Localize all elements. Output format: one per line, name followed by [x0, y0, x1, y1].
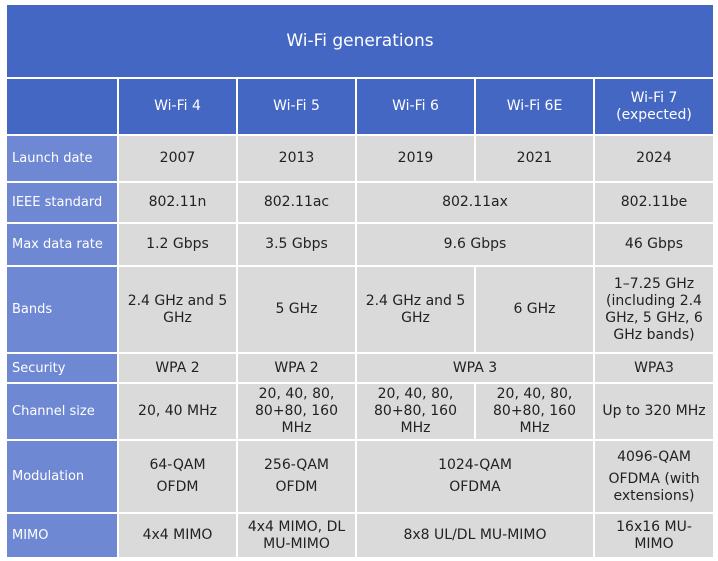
cell: 1024-QAM OFDMA	[355, 439, 595, 514]
cell: 16x16 MU-MIMO	[593, 512, 715, 559]
cell: 6 GHz	[474, 265, 595, 354]
data-row: Modulation 64-QAM OFDM 256-QAM OFDM 1024-QAM O…	[5, 439, 715, 514]
cell: WPA 3	[355, 352, 595, 384]
cell: WPA 2	[236, 352, 357, 384]
row-label: Launch date	[5, 134, 119, 183]
column-header: Wi-Fi 7 (expected)	[593, 77, 715, 136]
cell: 64-QAM OFDM	[117, 439, 238, 514]
cell: 1.2 Gbps	[117, 222, 238, 267]
cell: 8x8 UL/DL MU-MIMO	[355, 512, 595, 559]
data-row: MIMO 4x4 MIMO 4x4 MIMO, DL MU-MIMO 8x8 UL/D…	[5, 512, 715, 559]
data-row: Channel size 20, 40 MHz 20, 40, 80, 80+80,…	[5, 382, 715, 441]
cell: 1–7.25 GHz (including 2.4 GHz, 5 GHz, 6 …	[593, 265, 715, 354]
row-label: MIMO	[5, 512, 119, 559]
cell: WPA3	[593, 352, 715, 384]
cell-line: 64-QAM	[149, 457, 206, 473]
row-label: Security	[5, 352, 119, 384]
cell: 802.11ac	[236, 181, 357, 224]
cell: 20, 40 MHz	[117, 382, 238, 441]
cell: 2007	[117, 134, 238, 183]
cell: 4096-QAM OFDMA (with extensions)	[593, 439, 715, 514]
cell: 256-QAM OFDM	[236, 439, 357, 514]
cell: 5 GHz	[236, 265, 357, 354]
cell: 802.11be	[593, 181, 715, 224]
cell-line: 256-QAM	[264, 457, 329, 473]
column-header: Wi-Fi 6E	[474, 77, 595, 136]
cell: 3.5 Gbps	[236, 222, 357, 267]
cell-line: 1024-QAM	[438, 457, 512, 473]
header-row: Wi-Fi 4 Wi-Fi 5 Wi-Fi 6 Wi-Fi 6E Wi-Fi 7 (ex…	[5, 77, 715, 136]
column-header: Wi-Fi 6	[355, 77, 476, 136]
cell-line: OFDMA (with extensions)	[608, 470, 700, 504]
cell: 2.4 GHz and 5 GHz	[117, 265, 238, 354]
cell: 802.11ax	[355, 181, 595, 224]
cell: 20, 40, 80, 80+80, 160 MHz	[236, 382, 357, 441]
table-body: Wi-Fi generations Wi-Fi 4 Wi-Fi 5 Wi-Fi 6 Wi…	[5, 3, 715, 559]
column-header: Wi-Fi 5	[236, 77, 357, 136]
title-row: Wi-Fi generations	[5, 3, 715, 79]
data-row: Bands 2.4 GHz and 5 GHz 5 GHz 2.4 GHz and 5…	[5, 265, 715, 354]
cell: 2024	[593, 134, 715, 183]
row-label: Channel size	[5, 382, 119, 441]
wifi-table: Wi-Fi generations Wi-Fi 4 Wi-Fi 5 Wi-Fi 6 Wi…	[5, 3, 715, 559]
data-row: IEEE standard 802.11n 802.11ac 802.11ax 802.…	[5, 181, 715, 224]
cell: 802.11n	[117, 181, 238, 224]
cell-line: 4096-QAM	[617, 448, 691, 465]
cell: 4x4 MIMO	[117, 512, 238, 559]
cell-line: OFDMA	[449, 479, 501, 495]
row-label: Bands	[5, 265, 119, 354]
cell: 4x4 MIMO, DL MU-MIMO	[236, 512, 357, 559]
cell: 2019	[355, 134, 476, 183]
cell: 46 Gbps	[593, 222, 715, 267]
column-header: Wi-Fi 4	[117, 77, 238, 136]
cell: WPA 2	[117, 352, 238, 384]
corner-cell	[5, 77, 119, 136]
cell: 2.4 GHz and 5 GHz	[355, 265, 476, 354]
page: {"table": { "title": "Wi-Fi generations"…	[0, 3, 718, 561]
cell: Up to 320 MHz	[593, 382, 715, 441]
row-label: IEEE standard	[5, 181, 119, 224]
table-title: Wi-Fi generations	[5, 3, 715, 79]
cell: 2013	[236, 134, 357, 183]
data-row: Max data rate 1.2 Gbps 3.5 Gbps 9.6 Gbps 46 …	[5, 222, 715, 267]
row-label: Max data rate	[5, 222, 119, 267]
cell: 9.6 Gbps	[355, 222, 595, 267]
cell: 20, 40, 80, 80+80, 160 MHz	[355, 382, 476, 441]
cell-line: OFDM	[156, 479, 199, 495]
row-label: Modulation	[5, 439, 119, 514]
cell: 20, 40, 80, 80+80, 160 MHz	[474, 382, 595, 441]
data-row: Launch date 2007 2013 2019 2021 2024	[5, 134, 715, 183]
data-row: Security WPA 2 WPA 2 WPA 3 WPA3	[5, 352, 715, 384]
cell: 2021	[474, 134, 595, 183]
cell-line: OFDM	[275, 479, 318, 495]
